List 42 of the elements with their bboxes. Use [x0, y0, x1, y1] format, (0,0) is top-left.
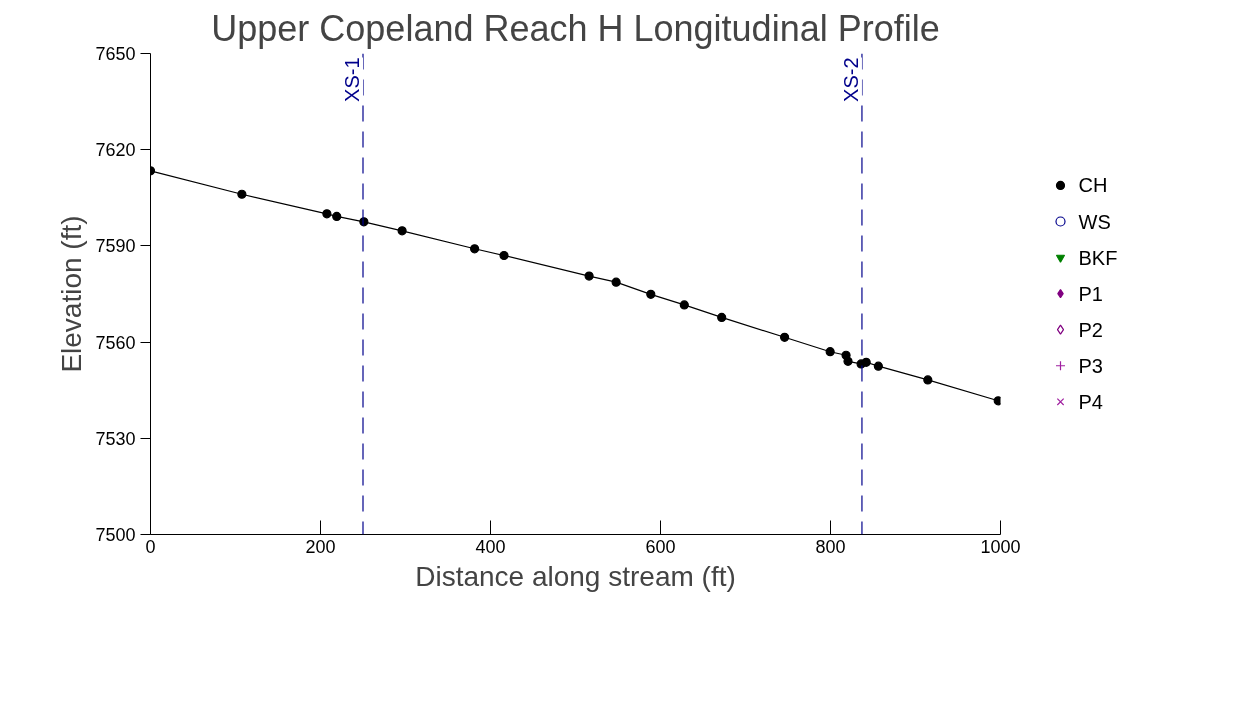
legend-label: BKF — [1078, 246, 1118, 269]
y-tick-label: 7560 — [95, 332, 136, 353]
point — [237, 189, 247, 199]
legend-label: WS — [1078, 210, 1111, 233]
ref-line-label: XS-1 — [341, 57, 363, 102]
legend-label: CH — [1078, 174, 1108, 197]
legend-label: P2 — [1078, 318, 1103, 341]
point — [584, 271, 594, 281]
x-axis-title: Distance along stream (ft) — [415, 560, 736, 592]
point — [499, 250, 509, 261]
point — [646, 289, 656, 299]
y-tick-label: 7530 — [95, 428, 136, 449]
point — [611, 277, 621, 287]
chart-title: Upper Copeland Reach H Longitudinal Profile — [211, 7, 940, 49]
x-tick-label: 0 — [145, 536, 156, 557]
x-tick-label: 400 — [475, 536, 506, 557]
legend-label: P4 — [1078, 390, 1103, 413]
y-tick-label: 7650 — [95, 44, 136, 64]
point — [780, 332, 790, 342]
x-tick-label: 600 — [645, 536, 676, 557]
legend-label: P1 — [1078, 282, 1103, 305]
ref-line-label: XS-2 — [839, 57, 862, 102]
point — [861, 357, 871, 367]
x-tick-label: 800 — [815, 536, 846, 557]
point — [397, 226, 407, 236]
point — [825, 347, 835, 357]
point — [679, 300, 689, 310]
y-tick-label: 7590 — [95, 236, 136, 257]
point — [993, 396, 1001, 406]
point — [843, 356, 853, 366]
point — [470, 244, 480, 254]
y-tick-label: 7500 — [95, 525, 136, 545]
point — [322, 209, 332, 219]
y-tick-label: 7620 — [95, 140, 136, 161]
y-axis-title: Elevation (ft) — [56, 215, 88, 373]
x-tick-label: 200 — [305, 536, 336, 557]
point — [332, 211, 342, 221]
point — [873, 361, 883, 371]
x-tick-label: 1000 — [980, 536, 1021, 557]
point — [923, 375, 933, 385]
point — [717, 312, 727, 322]
legend-label: P3 — [1078, 354, 1103, 377]
